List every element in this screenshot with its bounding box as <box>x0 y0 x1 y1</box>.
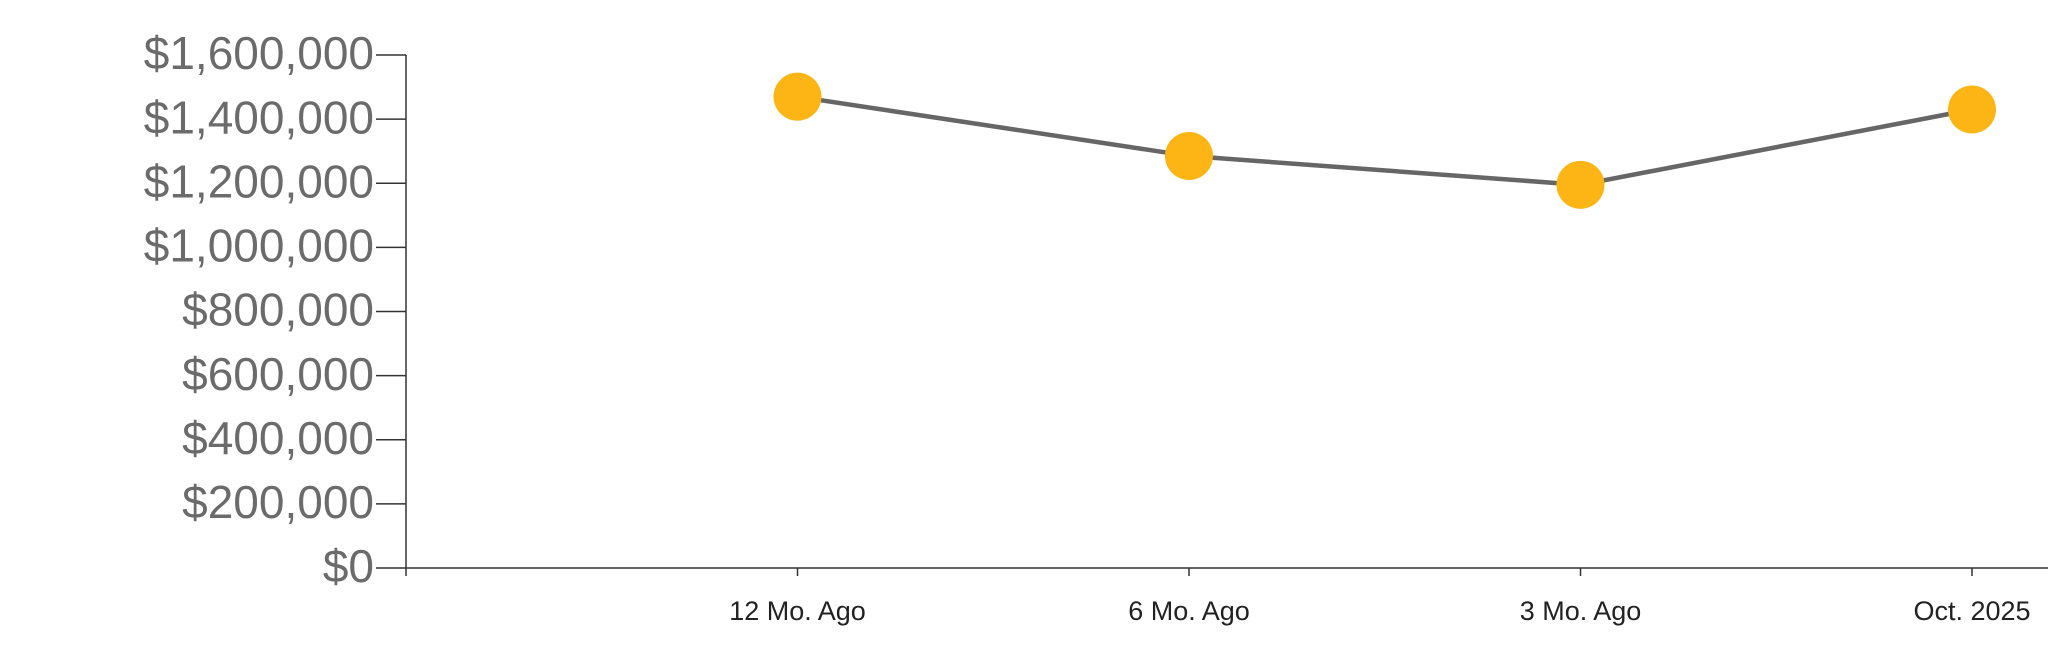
y-tick-label: $400,000 <box>182 412 374 464</box>
x-tick-label: 12 Mo. Ago <box>729 596 866 626</box>
point <box>1165 131 1213 180</box>
point <box>1948 85 1996 134</box>
y-tick-label: $1,000,000 <box>144 220 374 272</box>
x-tick-label: 6 Mo. Ago <box>1128 596 1250 626</box>
y-tick-label: $600,000 <box>182 348 374 400</box>
point <box>1556 160 1605 209</box>
y-tick-label: $1,400,000 <box>144 91 374 143</box>
line <box>797 94 1973 188</box>
y-tick-label: $200,000 <box>182 476 374 528</box>
point <box>773 72 822 121</box>
y-tick-label: $0 <box>323 540 374 592</box>
y-tick-label: $1,600,000 <box>144 27 374 79</box>
x-tick-label: 3 Mo. Ago <box>1520 596 1642 626</box>
y-tick-label: $1,200,000 <box>144 155 374 207</box>
x-tick-label: Oct. 2025 <box>1913 596 2030 626</box>
y-tick-label: $800,000 <box>182 284 374 336</box>
